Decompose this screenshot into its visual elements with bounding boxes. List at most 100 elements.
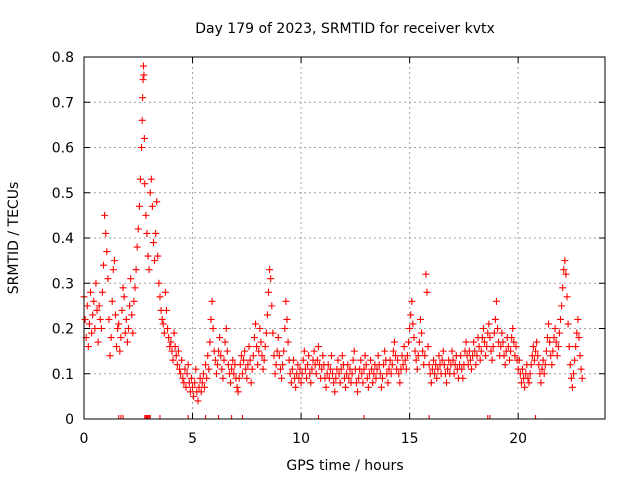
data-point [118,306,126,314]
data-point [81,315,89,323]
data-point [134,225,142,233]
data-point [106,352,114,360]
x-axis-label: GPS time / hours [286,458,403,474]
data-point [159,320,167,328]
data-point [540,370,548,378]
data-point [415,338,423,346]
data-point [101,211,109,219]
data-point [543,334,551,342]
data-point [481,338,489,346]
axis-marker [362,415,367,420]
data-point [250,334,258,342]
data-point [271,370,279,378]
data-point [223,347,231,355]
data-point [126,302,134,310]
data-point [413,365,421,373]
data-point [234,388,242,396]
data-point [272,361,280,369]
data-point [438,356,446,364]
data-point [548,361,556,369]
data-point [386,356,394,364]
data-point [228,365,236,373]
data-point [412,356,420,364]
data-point [414,352,422,360]
data-point [539,356,547,364]
data-point [104,275,112,283]
data-point [307,379,315,387]
data-point [444,365,452,373]
axis-marker [216,415,221,420]
axis-marker [229,415,234,420]
data-point [206,338,214,346]
data-point [171,343,179,351]
data-point [334,356,342,364]
data-point [174,347,182,355]
data-point [294,361,302,369]
data-point [244,361,252,369]
data-point [491,315,499,323]
data-point [256,325,264,332]
data-point [487,347,495,355]
data-point [116,347,124,355]
data-point [407,311,415,319]
data-point [401,356,409,364]
data-point [136,175,144,183]
data-point [472,361,480,369]
data-point [179,374,187,382]
data-point [199,370,207,378]
data-point [121,329,129,337]
data-point [224,361,232,369]
data-point [286,370,294,378]
data-point [306,370,314,378]
data-point [435,352,443,360]
data-point [550,334,558,342]
y-tick-label: 0.7 [52,95,74,111]
data-point [238,370,246,378]
data-point [552,338,560,346]
data-point [242,365,250,373]
data-point [578,374,586,382]
data-point [300,347,308,355]
data-point [478,334,486,342]
data-point [399,361,407,369]
data-point [384,379,392,387]
axis-marker [533,415,538,420]
data-point [547,352,555,360]
data-point [229,356,237,364]
data-point [240,356,248,364]
data-point [490,329,498,337]
data-point [299,356,307,364]
data-point [147,175,155,183]
data-point [279,361,287,369]
data-point [473,352,481,360]
data-point [508,334,516,342]
data-point [419,347,427,355]
data-point [129,329,137,337]
data-point [160,329,168,337]
data-point [208,297,216,305]
x-tick-label: 20 [509,431,527,447]
data-point [132,266,140,274]
data-point [422,270,430,278]
data-point [380,361,388,369]
data-point [109,266,117,274]
data-point [215,347,223,355]
axis-markers [116,415,538,420]
data-point [482,352,490,360]
data-point [560,266,568,274]
axis-marker [240,415,245,420]
data-point [100,261,108,269]
data-point [325,374,333,382]
chart-title: Day 179 of 2023, SRMTID for receiver kvt… [195,21,495,37]
axis-marker [203,415,208,420]
data-point [83,302,91,310]
data-point [497,343,505,351]
data-point [127,275,135,283]
data-point [248,365,256,373]
data-point [288,365,296,373]
data-point [337,365,345,373]
data-point [155,279,163,287]
data-point [373,365,381,373]
data-point [533,338,541,346]
data-point [214,361,222,369]
